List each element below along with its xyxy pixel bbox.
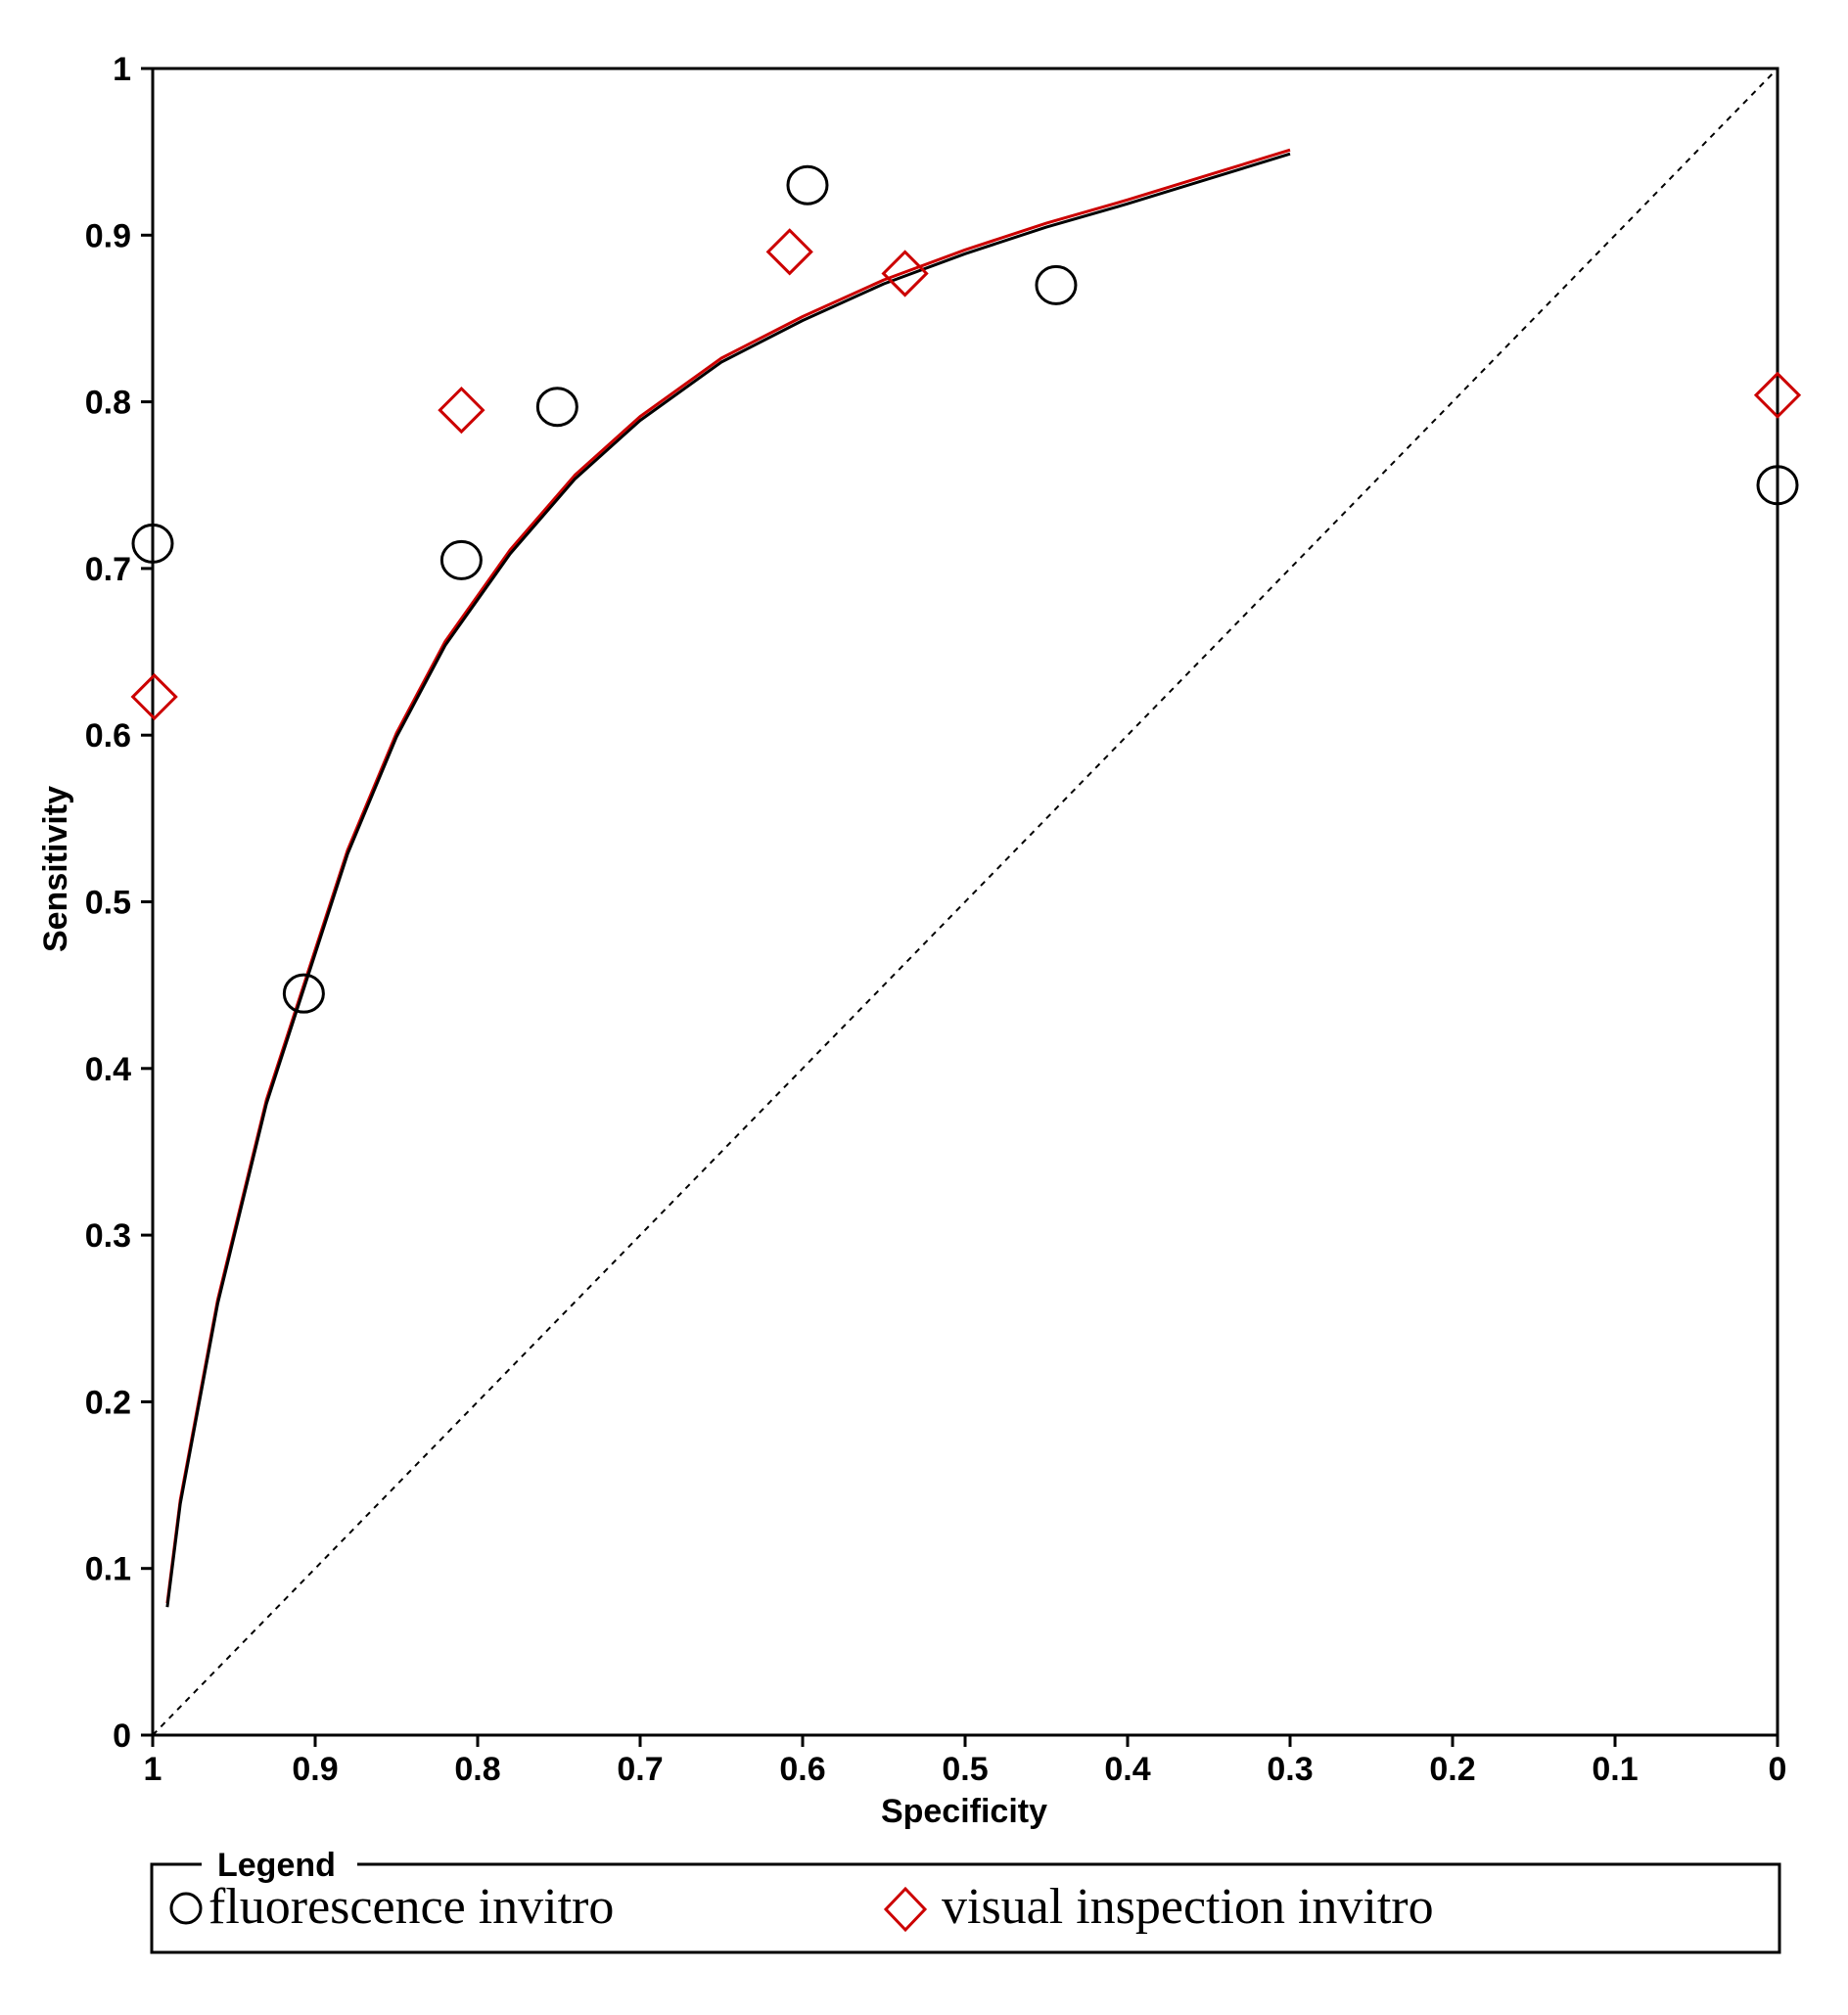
y-tick-label: 0.4 — [85, 1051, 131, 1088]
fluorescence-point — [282, 973, 325, 1014]
legend-entry-fluorescence: fluorescence invitro — [208, 1879, 614, 1935]
curves-layer — [165, 148, 1291, 1608]
visual-inspection-point — [1753, 371, 1802, 419]
fluorescence-point — [786, 164, 829, 206]
visual-inspection-point — [130, 672, 178, 721]
y-axis-title: Sensitivity — [37, 786, 74, 952]
points-layer — [130, 164, 1802, 1014]
x-tick-label: 0.3 — [1267, 1751, 1313, 1788]
y-axis-ticks: 0 0.1 0.2 0.3 0.4 0.5 0.6 0.7 0.8 0.9 1 — [85, 51, 153, 1755]
reference-diagonal-line — [152, 68, 1779, 1736]
y-tick-label: 0.5 — [85, 885, 131, 922]
legend: Legend fluorescence invitro visual inspe… — [150, 1847, 1781, 1954]
legend-circle-icon — [169, 1892, 203, 1925]
x-tick-label: 1 — [144, 1751, 162, 1788]
x-tick-label: 0.6 — [779, 1751, 825, 1788]
x-tick-label: 0.4 — [1104, 1751, 1150, 1788]
y-tick-label: 0.1 — [85, 1551, 131, 1588]
x-tick-label: 0.9 — [292, 1751, 338, 1788]
y-tick-label: 0.8 — [85, 385, 131, 422]
visual-inspection-point — [765, 228, 813, 276]
x-tick-label: 0.2 — [1429, 1751, 1475, 1788]
x-tick-label: 0.1 — [1592, 1751, 1638, 1788]
fluorescence-point — [535, 387, 578, 428]
y-tick-label: 0.2 — [85, 1384, 131, 1421]
x-axis-ticks: 1 0.9 0.8 0.7 0.6 0.5 0.4 0.3 0.2 0.1 0 — [144, 1735, 1787, 1788]
y-tick-label: 0.7 — [85, 551, 131, 588]
fluorescence-point — [131, 523, 174, 564]
x-tick-label: 0 — [1769, 1751, 1787, 1788]
visual-inspection-point — [881, 250, 929, 298]
legend-title: Legend — [217, 1847, 336, 1884]
x-tick-label: 0.7 — [617, 1751, 663, 1788]
legend-diamond-icon — [883, 1886, 928, 1933]
x-axis-title: Specificity — [881, 1793, 1047, 1830]
fluorescence-point — [1756, 465, 1799, 506]
legend-entry-visual-inspection: visual inspection invitro — [942, 1879, 1434, 1935]
y-tick-label: 0.6 — [85, 717, 131, 755]
y-tick-label: 1 — [113, 51, 131, 88]
fluorescence-point — [1035, 264, 1078, 305]
visual-inspection-point — [438, 386, 485, 435]
y-tick-label: 0.9 — [85, 217, 131, 254]
legend-frame — [150, 1862, 1781, 1954]
y-tick-label: 0 — [113, 1717, 131, 1755]
black-summary-curve — [165, 152, 1291, 1608]
fluorescence-point — [439, 539, 483, 580]
y-tick-label: 0.3 — [85, 1217, 131, 1255]
x-tick-label: 0.8 — [454, 1751, 500, 1788]
x-tick-label: 0.5 — [942, 1751, 988, 1788]
